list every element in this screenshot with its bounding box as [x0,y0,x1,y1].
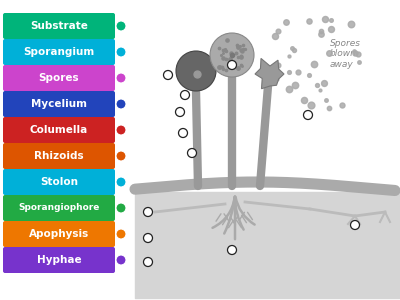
FancyBboxPatch shape [3,117,115,143]
Circle shape [116,177,126,187]
Circle shape [210,33,254,77]
FancyBboxPatch shape [3,143,115,169]
Circle shape [116,47,126,57]
Text: Mycelium: Mycelium [31,99,87,109]
FancyBboxPatch shape [3,13,115,39]
Circle shape [144,208,152,217]
Circle shape [228,61,236,70]
Polygon shape [255,58,284,89]
Circle shape [116,21,126,31]
Text: Stolon: Stolon [40,177,78,187]
Circle shape [116,229,126,239]
Text: Substrate: Substrate [30,21,88,31]
Circle shape [228,245,236,254]
Circle shape [116,125,126,135]
Circle shape [144,257,152,266]
FancyBboxPatch shape [3,39,115,65]
FancyBboxPatch shape [3,247,115,273]
Circle shape [116,151,126,161]
Circle shape [116,203,126,213]
Circle shape [178,128,188,137]
FancyBboxPatch shape [3,91,115,117]
Circle shape [176,51,216,91]
Text: Sporangiophore: Sporangiophore [18,203,100,212]
Text: Rhizoids: Rhizoids [34,151,84,161]
Circle shape [180,91,190,100]
FancyBboxPatch shape [3,195,115,221]
Text: Spores: Spores [39,73,79,83]
Circle shape [188,148,196,158]
Circle shape [176,107,184,116]
Circle shape [116,73,126,83]
Text: Columella: Columella [30,125,88,135]
Text: Sporangium: Sporangium [23,47,95,57]
Circle shape [164,70,172,80]
Text: Hyphae: Hyphae [37,255,81,265]
Circle shape [144,233,152,242]
FancyBboxPatch shape [3,221,115,247]
FancyBboxPatch shape [3,65,115,91]
Circle shape [116,255,126,265]
Circle shape [304,110,312,119]
FancyBboxPatch shape [3,169,115,195]
Circle shape [116,99,126,109]
Circle shape [350,220,360,230]
Text: Apophysis: Apophysis [29,229,89,239]
Text: Spores
blown
away: Spores blown away [330,39,361,69]
